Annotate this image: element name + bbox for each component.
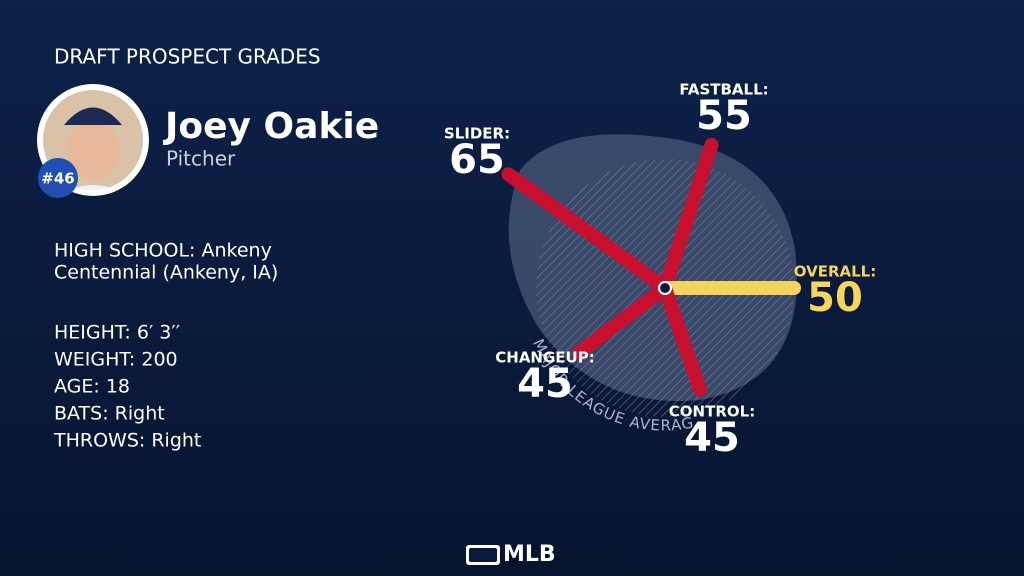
grade-spoke xyxy=(658,137,719,295)
grade-value: 45 xyxy=(517,361,573,407)
stat-line: BATS: Right xyxy=(54,403,165,425)
grade-label: OVERALL: xyxy=(794,263,876,281)
grade-value: 45 xyxy=(684,415,740,461)
page-title: DRAFT PROSPECT GRADES xyxy=(54,45,321,69)
grade-value: 50 xyxy=(807,275,863,321)
grade-spoke xyxy=(572,281,672,360)
school-line: Centennial (Ankeny, IA) xyxy=(54,262,278,284)
stat-line: THROWS: Right xyxy=(53,430,201,452)
stat-line: AGE: 18 xyxy=(54,376,130,398)
player-position: Pitcher xyxy=(166,147,236,171)
school-line: HIGH SCHOOL: Ankeny xyxy=(54,240,272,262)
grade-value: 65 xyxy=(449,137,505,183)
grade-label: FASTBALL: xyxy=(679,81,768,99)
grade-value: 55 xyxy=(696,93,752,139)
rank-badge xyxy=(38,158,78,198)
grade-label: SLIDER: xyxy=(444,125,510,143)
logo-text: MLB xyxy=(503,542,556,567)
grade-spoke xyxy=(658,281,707,397)
grade-spoke xyxy=(501,167,672,295)
stat-line: WEIGHT: 200 xyxy=(54,349,178,371)
center-dot xyxy=(658,281,672,295)
player-name: Joey Oakie xyxy=(162,106,379,147)
logo-inner xyxy=(469,548,497,562)
rank: #46 xyxy=(41,170,74,188)
stat-line: HEIGHT: 6′ 3′′ xyxy=(54,322,180,344)
grade-label: CONTROL: xyxy=(669,403,755,421)
grade-label: CHANGEUP: xyxy=(495,349,594,367)
